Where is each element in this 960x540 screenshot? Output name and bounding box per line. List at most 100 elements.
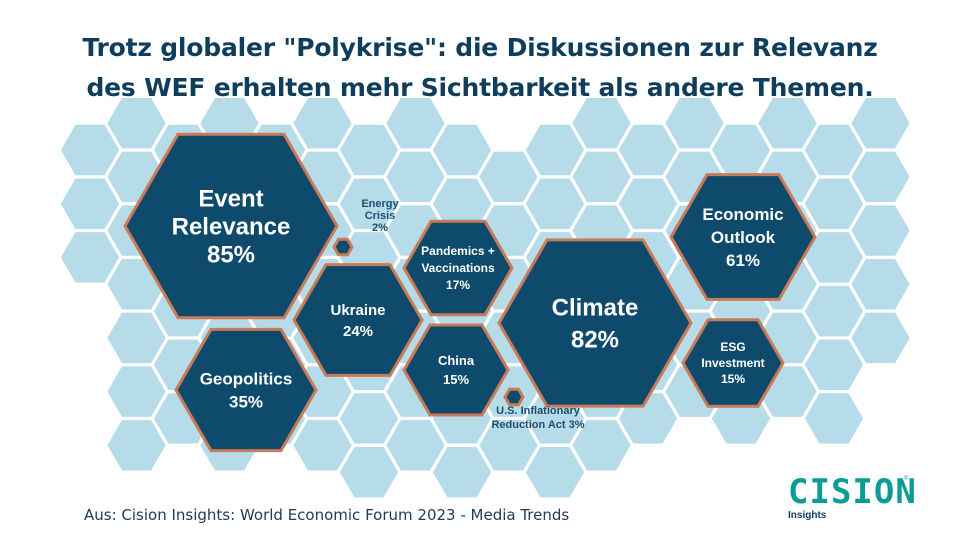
background-hex [524, 176, 586, 231]
title-line-1: Trotz globaler "Polykrise": die Diskussi… [82, 33, 878, 62]
background-hex [617, 123, 679, 177]
background-hex [477, 150, 540, 204]
china-label-line: China [438, 353, 475, 368]
background-hex [59, 176, 121, 231]
background-hex [524, 123, 586, 177]
topic-hexagons: Event Relevance 85% Climate 82% Economic Outlo… [123, 132, 817, 453]
esg-investment-hexagon [681, 318, 785, 408]
background-hex [756, 96, 819, 150]
geopolitics-hexagon [174, 327, 318, 453]
economic-outlook-hexagon [669, 173, 817, 301]
geopolitics-label: Geopolitics 35% [200, 369, 293, 411]
background-hex [570, 150, 633, 204]
us-inflationary-reduction-act-hexagon [503, 387, 525, 407]
climate-value: 82% [571, 326, 619, 353]
topic-geopolitics: Geopolitics 35% [174, 327, 318, 453]
background-hex [803, 284, 865, 338]
china-value: 15% [443, 372, 469, 387]
background-hex [338, 391, 400, 446]
esg-investment-value: 15% [721, 372, 745, 386]
pandemics-vaccinations-label-line: Vaccinations [421, 261, 495, 275]
climate-label-line: Climate [552, 294, 639, 321]
logo-subtitle: Insights [788, 510, 827, 521]
energy-crisis-label-line: Crisis [365, 210, 396, 222]
economic-outlook-label-line: Outlook [711, 228, 776, 247]
background-hex [338, 176, 400, 231]
topic-esg-investment: ESG Investment 15% [681, 318, 785, 408]
ukraine-value: 24% [343, 323, 373, 340]
cision-logo: CISION ® Insights [788, 474, 916, 524]
topic-ukraine: Ukraine 24% [292, 263, 424, 377]
topic-us-inflationary-reduction-act: U.S. Inflationary Reduction Act 3% [491, 387, 585, 431]
esg-investment-label-line: Investment [701, 356, 764, 370]
background-hex [803, 123, 865, 177]
us-inflationary-reduction-act-label: U.S. Inflationary Reduction Act 3% [491, 405, 584, 431]
background-hex [291, 418, 354, 473]
background-hex [849, 96, 912, 150]
event-relevance-label: Event Relevance 85% [172, 185, 291, 268]
economic-outlook-label-line: Economic [702, 205, 783, 224]
topic-climate: Climate 82% [497, 238, 693, 408]
background-hex [105, 418, 168, 473]
background-hex [338, 445, 400, 499]
climate-label: Climate 82% [552, 294, 639, 353]
background-hex [570, 418, 633, 473]
geopolitics-label-line: Geopolitics [200, 369, 293, 388]
climate-hexagon [497, 238, 693, 408]
topic-economic-outlook: Economic Outlook 61% [669, 173, 817, 301]
background-hex [384, 96, 447, 150]
background-hex [384, 150, 447, 204]
china-hexagon [402, 323, 510, 417]
background-hex [291, 96, 354, 150]
topic-event-relevance: Event Relevance 85% [123, 132, 339, 320]
ukraine-label: Ukraine 24% [330, 302, 385, 340]
background-hex [849, 203, 912, 258]
economic-outlook-label: Economic Outlook 61% [702, 205, 783, 270]
background-hex [849, 150, 912, 204]
energy-crisis-label: Energy Crisis 2% [361, 198, 399, 234]
chart-title: Trotz globaler "Polykrise": die Diskussi… [0, 28, 960, 108]
background-hex [849, 311, 912, 365]
pandemics-vaccinations-label: Pandemics + Vaccinations 17% [421, 244, 495, 292]
logo-wordmark: CISION [788, 472, 917, 512]
topic-pandemics-vaccinations: Pandemics + Vaccinations 17% [402, 219, 514, 317]
event-relevance-label-line: Relevance [172, 213, 291, 240]
event-relevance-hexagon [123, 132, 339, 320]
energy-crisis-value: 2% [372, 222, 388, 234]
ukraine-label-line: Ukraine [330, 302, 385, 319]
background-hex [59, 123, 121, 177]
us-inflationary-reduction-act-label-line: Reduction Act 3% [491, 419, 584, 431]
background-hex [338, 123, 400, 177]
background-hex [384, 418, 447, 473]
pandemics-vaccinations-hexagon [402, 219, 514, 317]
background-hex [849, 257, 912, 311]
background-hex [105, 311, 168, 365]
background-hex [431, 445, 493, 499]
background-hex [803, 176, 865, 231]
pandemics-vaccinations-label-line: Pandemics + [421, 244, 495, 258]
source-note: Aus: Cision Insights: World Economic For… [84, 506, 570, 524]
background-hex [617, 176, 679, 231]
china-label: China 15% [438, 353, 475, 387]
esg-investment-label: ESG Investment 15% [701, 340, 764, 386]
ukraine-hexagon [292, 263, 424, 377]
background-hex [524, 445, 586, 499]
background-hex [105, 96, 168, 150]
event-relevance-label-line: Event [198, 185, 263, 212]
economic-outlook-value: 61% [726, 251, 760, 270]
us-inflationary-reduction-act-label-line: U.S. Inflationary [496, 405, 581, 417]
esg-investment-label-line: ESG [720, 340, 745, 354]
logo-trademark: ® [904, 476, 909, 482]
background-hex [803, 338, 865, 392]
background-hex [803, 391, 865, 446]
background-hex [663, 96, 726, 150]
background-hex [477, 418, 540, 473]
background-hex [431, 123, 493, 177]
energy-crisis-hexagon [332, 237, 354, 257]
topic-china: China 15% [402, 323, 510, 417]
background-hex [105, 364, 168, 419]
geopolitics-value: 35% [229, 392, 263, 411]
topic-energy-crisis: Energy Crisis 2% [332, 198, 400, 257]
event-relevance-value: 85% [207, 241, 255, 268]
